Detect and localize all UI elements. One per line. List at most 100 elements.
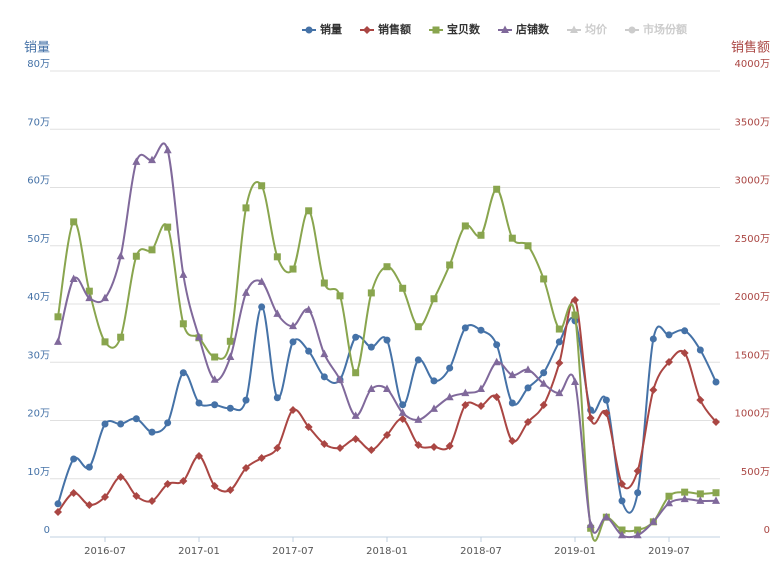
data-point (492, 357, 501, 366)
data-point (257, 277, 266, 285)
data-point (492, 392, 501, 401)
data-point (430, 377, 438, 385)
y-tick-label: 70万 (27, 117, 50, 128)
data-point (540, 275, 548, 283)
y2-tick-label: 2500万 (735, 234, 770, 245)
data-point (242, 464, 250, 473)
data-point (132, 415, 140, 423)
data-point (101, 493, 109, 502)
data-point (524, 242, 532, 250)
data-point (211, 401, 219, 409)
data-point (289, 321, 297, 330)
legend-marker (432, 26, 440, 34)
data-point (69, 488, 78, 497)
y-tick-label: 30万 (27, 350, 50, 361)
data-point (210, 375, 219, 383)
data-point (555, 325, 563, 333)
data-point (226, 352, 235, 361)
legend-marker (363, 26, 371, 34)
data-point (461, 222, 469, 230)
data-point (618, 497, 626, 505)
data-point (352, 333, 360, 341)
data-point (132, 491, 141, 500)
legend-label: 市场份额 (643, 22, 687, 36)
data-point (696, 490, 704, 498)
data-point (211, 353, 219, 361)
data-point (101, 293, 109, 302)
data-point (116, 251, 125, 260)
data-point (273, 309, 282, 317)
data-point (148, 428, 156, 436)
data-point (618, 479, 626, 488)
y2-tick-label: 500万 (741, 467, 770, 478)
data-point (461, 388, 470, 397)
data-point (289, 406, 297, 415)
data-point (696, 395, 705, 404)
data-point (351, 435, 360, 444)
y-axis-title: 销量 (24, 41, 50, 56)
data-point (414, 440, 423, 449)
data-point (446, 364, 454, 372)
y2-tick-label: 3500万 (735, 117, 770, 128)
data-point (712, 496, 720, 504)
data-point (226, 404, 234, 412)
data-point (477, 326, 485, 334)
data-point (367, 343, 375, 351)
data-point (571, 311, 579, 319)
x-tick-label: 2017-01 (178, 546, 220, 557)
legend-label: 宝贝数 (447, 22, 481, 36)
y-tick-label: 10万 (27, 467, 50, 478)
data-point (618, 526, 626, 534)
y-tick-label: 80万 (27, 59, 50, 70)
data-point (273, 253, 281, 261)
data-point (665, 492, 673, 500)
x-tick-label: 2019-07 (648, 546, 690, 557)
x-tick-label: 2018-07 (460, 546, 502, 557)
data-point (258, 182, 266, 190)
data-point (618, 530, 626, 539)
data-point (117, 333, 125, 341)
data-point (524, 365, 532, 373)
data-point (680, 349, 689, 358)
data-point (539, 401, 548, 410)
data-point (571, 377, 579, 386)
data-point (195, 399, 203, 407)
legend-label: 销售额 (378, 22, 411, 36)
data-point (54, 500, 62, 508)
data-point (665, 331, 673, 339)
data-point (680, 494, 689, 503)
data-point (399, 401, 407, 409)
data-point (586, 414, 595, 423)
data-point (226, 337, 234, 345)
legend-marker (628, 26, 636, 34)
y-tick-label: 50万 (27, 234, 50, 245)
data-point (179, 369, 187, 377)
data-point (179, 476, 188, 485)
data-point (586, 520, 595, 528)
y2-tick-label: 2000万 (735, 292, 770, 303)
data-point (634, 489, 642, 497)
data-point (70, 455, 78, 463)
legend-item: 均价 (567, 22, 608, 36)
data-point (602, 396, 610, 404)
data-point (320, 373, 328, 381)
data-point (164, 419, 172, 427)
data-point (696, 346, 704, 354)
legend-item: 店铺数 (498, 22, 550, 36)
data-point (85, 287, 93, 295)
data-point (257, 454, 266, 463)
x-tick-label: 2016-07 (84, 546, 126, 557)
legend-label: 销量 (320, 22, 342, 36)
y2-tick-label: 1500万 (735, 350, 770, 361)
data-point (555, 358, 564, 367)
data-point (289, 338, 297, 346)
data-point (163, 145, 172, 154)
data-point (414, 415, 423, 423)
data-point (148, 497, 156, 506)
data-point (273, 443, 282, 452)
data-point (508, 234, 516, 242)
y-tick-label: 60万 (27, 176, 50, 187)
data-point (304, 423, 313, 432)
legend-marker (501, 25, 509, 33)
data-point (367, 289, 375, 297)
